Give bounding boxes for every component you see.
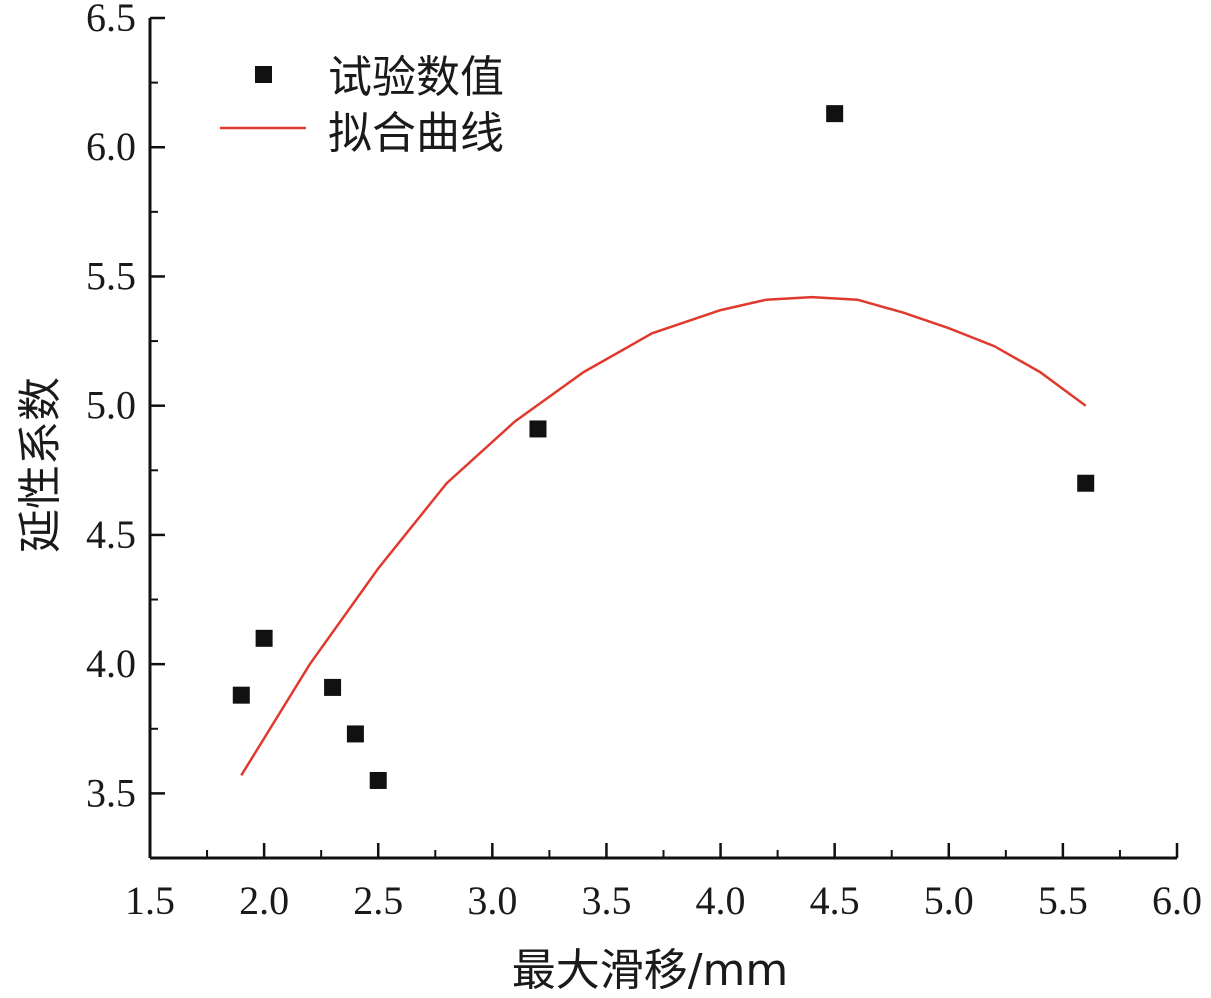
y-tick-label: 5.0 — [86, 383, 136, 428]
legend-marker-scatter — [255, 66, 272, 83]
x-tick-label: 4.0 — [696, 878, 746, 923]
data-point — [369, 771, 387, 789]
fit-curve — [240, 295, 1087, 776]
data-point — [346, 725, 364, 743]
data-point — [324, 678, 342, 696]
data-point — [529, 420, 547, 438]
data-point — [1077, 474, 1095, 492]
legend-label-scatter: 试验数值 — [328, 52, 504, 103]
axes — [148, 18, 1177, 860]
x-tick-label: 2.0 — [239, 878, 289, 923]
x-tick-label: 6.0 — [1152, 878, 1202, 923]
data-point — [255, 629, 273, 647]
data-points-layer — [232, 105, 1095, 789]
y-axis-title: 延性系数 — [15, 377, 66, 553]
x-tick-label: 5.5 — [1038, 878, 1088, 923]
y-tick-label: 5.5 — [86, 253, 136, 298]
x-tick-label: 3.0 — [467, 878, 517, 923]
x-tick-label: 3.5 — [581, 878, 631, 923]
x-tick-label: 2.5 — [353, 878, 403, 923]
x-tick-label: 1.5 — [125, 878, 175, 923]
x-tick-label: 5.0 — [924, 878, 974, 923]
ticks: 1.5 2.0 2.5 3.0 3.5 4.0 4.5 5.0 5.5 6.0 3.5 4.0 4.5 5… — [86, 0, 1202, 923]
fit-curve-layer — [240, 295, 1087, 776]
data-point — [826, 105, 844, 123]
data-point — [232, 686, 250, 704]
y-tick-label: 4.0 — [86, 641, 136, 686]
x-axis-title: 最大滑移/mm — [512, 945, 789, 996]
legend-label-line: 拟合曲线 — [328, 108, 504, 159]
y-tick-label: 6.5 — [86, 0, 136, 40]
y-tick-label: 4.5 — [86, 512, 136, 557]
y-tick-label: 6.0 — [86, 124, 136, 169]
x-tick-label: 4.5 — [810, 878, 860, 923]
y-tick-label: 3.5 — [86, 770, 136, 815]
